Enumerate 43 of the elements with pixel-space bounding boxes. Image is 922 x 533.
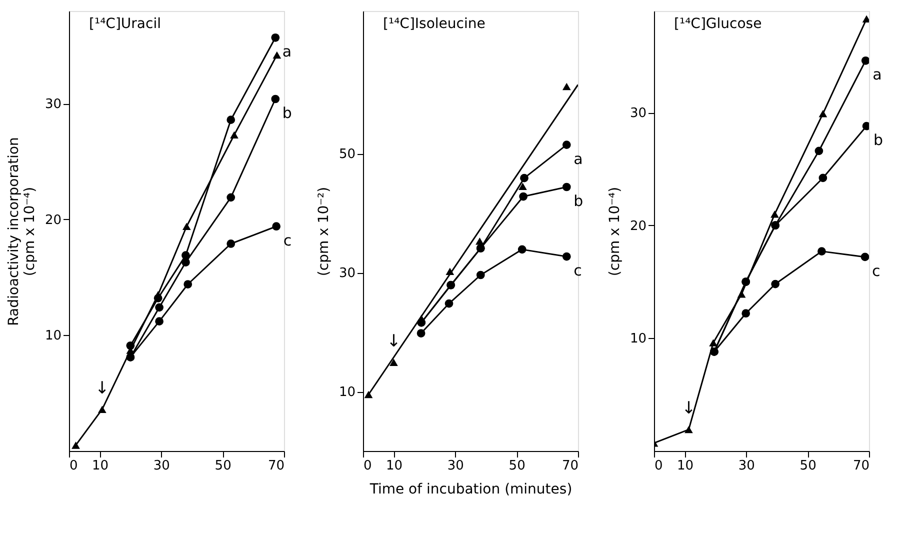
- x-tick-label: 50: [214, 458, 232, 474]
- chart-title: [¹⁴C]Isoleucine: [383, 16, 486, 32]
- series-label: a: [574, 150, 583, 168]
- series-label: b: [574, 192, 584, 210]
- y-tick-label: 20: [44, 212, 62, 228]
- series-label: b: [874, 131, 884, 150]
- series-label: a: [872, 66, 882, 84]
- annotation: ↓: [95, 378, 110, 398]
- x-tick-label: 10: [676, 458, 694, 474]
- x-tick-label: 10: [92, 458, 108, 474]
- chart-title: [¹⁴C]Glucose: [674, 16, 762, 32]
- x-tick-label: 70: [562, 458, 578, 474]
- y-axis-title: (cpm x 10⁻²): [316, 186, 332, 276]
- series-label: c: [574, 262, 582, 280]
- series-label: b: [282, 104, 292, 122]
- y-tick-label: 30: [44, 97, 62, 112]
- y-tick-label: 10: [630, 332, 646, 347]
- x-tick-label: 30: [447, 458, 464, 474]
- x-tick-label: 70: [268, 458, 284, 474]
- series-label: c: [872, 262, 880, 280]
- series-label: c: [283, 231, 292, 250]
- y-tick-label: 10: [44, 328, 62, 344]
- y-tick-label: 20: [630, 218, 646, 234]
- series-label: a: [282, 42, 292, 61]
- x-tick-label: 30: [738, 458, 755, 474]
- y-tick-label: 50: [338, 147, 356, 162]
- y-tick-label: 30: [630, 106, 646, 122]
- y-tick-label: 10: [338, 385, 356, 400]
- x-tick-label: 50: [508, 458, 526, 474]
- x-tick-label: 30: [153, 458, 170, 474]
- x-tick-label: 0: [70, 458, 78, 474]
- x-tick-label: 50: [800, 458, 816, 474]
- y-tick-label: 30: [338, 266, 356, 282]
- y-axis-title: Radioactivity incorporation (cpm x 10⁻⁴): [6, 137, 38, 326]
- y-axis-title: (cpm x 10⁻⁴): [606, 186, 623, 276]
- x-tick-label: 0: [364, 458, 372, 474]
- x-tick-label: 70: [852, 458, 870, 474]
- x-axis-title: Time of incubation (minutes): [368, 482, 572, 498]
- x-tick-label: 10: [386, 458, 402, 474]
- chart-title: [¹⁴C]Uracil: [89, 16, 161, 32]
- annotation: ↓: [386, 331, 401, 352]
- x-tick-label: 0: [654, 458, 663, 474]
- annotation: ↓: [682, 398, 696, 419]
